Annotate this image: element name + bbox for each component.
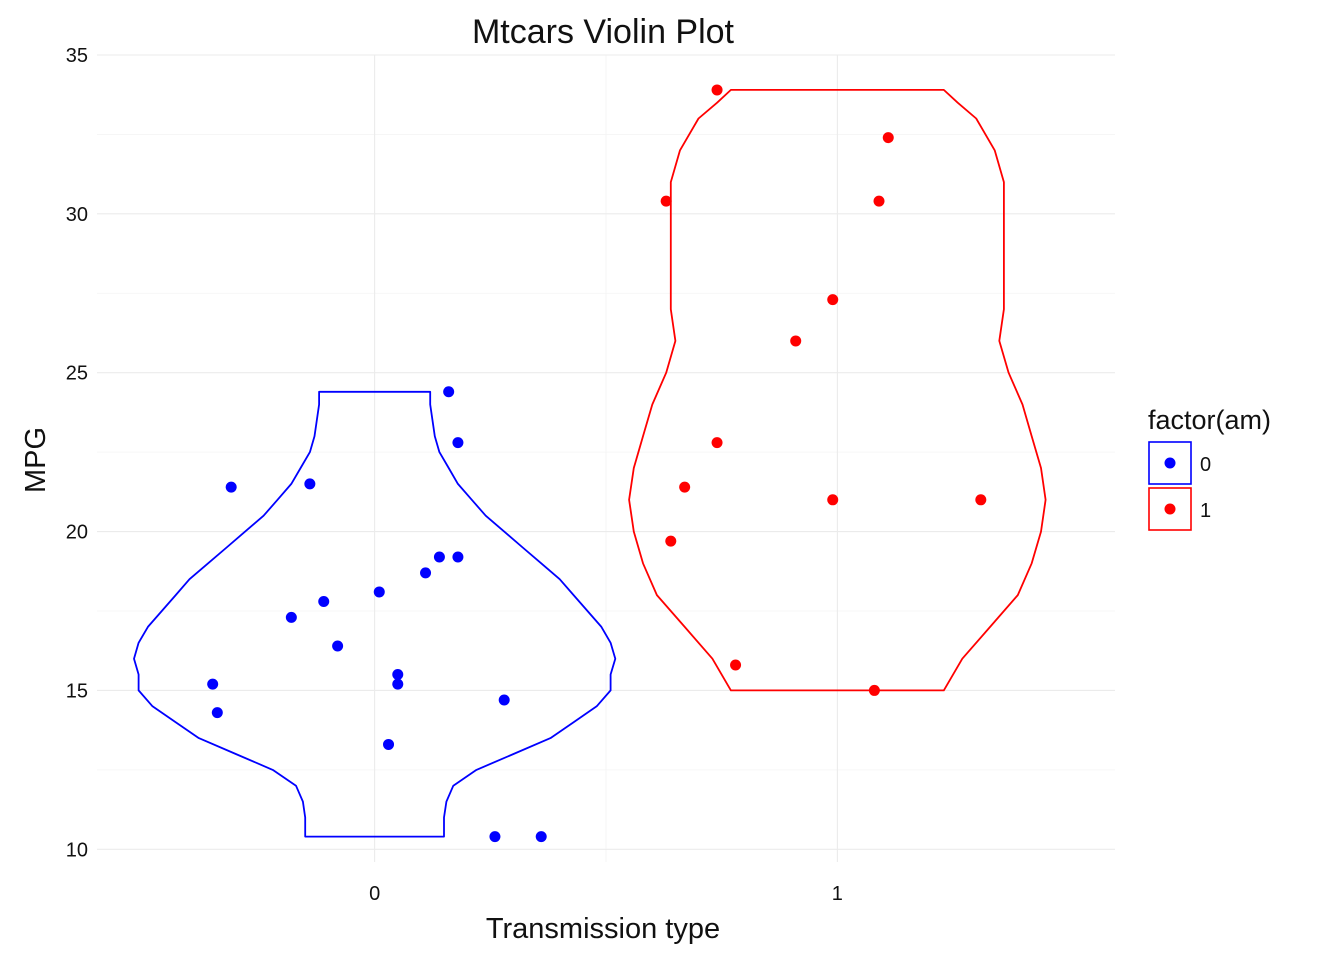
- data-point: [498, 694, 510, 706]
- data-point: [207, 678, 219, 690]
- data-point: [392, 669, 404, 681]
- legend-label: 1: [1200, 500, 1211, 522]
- legend-label: 0: [1200, 454, 1211, 476]
- y-tick-label: 30: [66, 204, 88, 226]
- data-point: [665, 535, 677, 547]
- x-tick-label: 1: [832, 883, 843, 905]
- violin-0: [133, 390, 617, 838]
- data-point: [452, 551, 464, 563]
- data-point: [790, 335, 802, 347]
- y-tick-label: 15: [66, 680, 88, 702]
- legend-dot-1: [1164, 503, 1176, 515]
- y-tick-label: 20: [66, 522, 88, 544]
- data-point: [332, 640, 344, 652]
- x-tick-label: 0: [369, 883, 380, 905]
- y-tick-label: 10: [66, 839, 88, 861]
- data-point: [318, 595, 330, 607]
- data-point: [225, 481, 237, 493]
- data-point: [711, 437, 723, 449]
- data-point: [868, 684, 880, 696]
- violin-1: [628, 89, 1047, 692]
- data-point: [882, 132, 894, 144]
- data-point: [304, 478, 316, 490]
- data-points: [207, 84, 987, 843]
- data-point: [373, 586, 385, 598]
- data-point: [827, 494, 839, 506]
- legend-dot-0: [1164, 457, 1176, 469]
- data-point: [443, 386, 455, 398]
- y-tick-labels: 10 15 20 25 30 35: [66, 45, 88, 861]
- data-point: [827, 294, 839, 306]
- data-point: [489, 831, 501, 843]
- data-point: [730, 659, 742, 671]
- data-point: [975, 494, 987, 506]
- legend: factor(am) 0 1: [1148, 405, 1271, 531]
- y-axis-title: MPG: [20, 427, 52, 493]
- data-point: [433, 551, 445, 563]
- x-axis-title: Transmission type: [486, 913, 720, 945]
- data-point: [535, 831, 547, 843]
- data-point: [679, 481, 691, 493]
- data-point: [873, 195, 885, 207]
- data-point: [383, 738, 395, 750]
- data-point: [711, 84, 723, 96]
- legend-title: factor(am): [1148, 405, 1271, 435]
- data-point: [211, 707, 223, 719]
- y-tick-label: 35: [66, 45, 88, 67]
- data-point: [285, 611, 297, 623]
- data-point: [420, 567, 432, 579]
- data-point: [452, 437, 464, 449]
- chart-title: Mtcars Violin Plot: [472, 13, 735, 51]
- data-point: [660, 195, 672, 207]
- y-tick-label: 25: [66, 363, 88, 385]
- data-point: [392, 678, 404, 690]
- grid: [97, 54, 1115, 862]
- violins: [133, 89, 1047, 838]
